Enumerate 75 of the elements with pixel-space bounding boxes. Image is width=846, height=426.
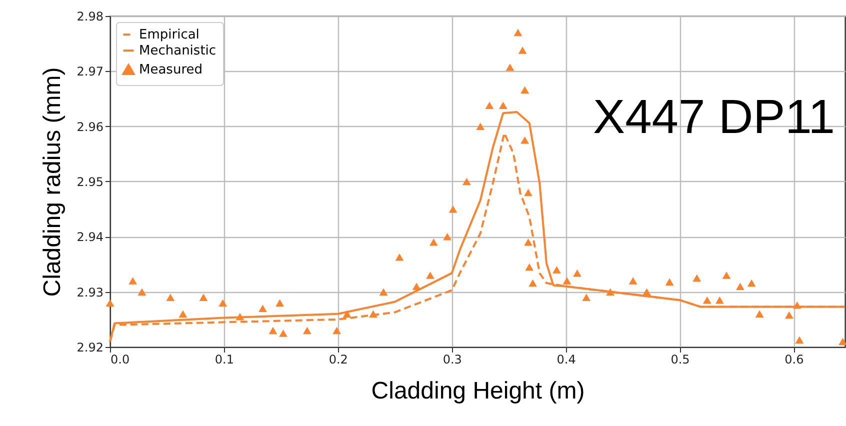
point (258, 304, 267, 312)
x-tick-label: 0.5 (670, 352, 690, 366)
point (792, 301, 802, 309)
point (412, 282, 421, 290)
point (628, 277, 638, 284)
point (498, 102, 508, 109)
point (379, 288, 388, 296)
point (279, 330, 288, 337)
point (476, 122, 485, 130)
y-axis-title: Cladding radius (mm) (38, 67, 66, 297)
point (573, 269, 582, 277)
point (268, 326, 278, 334)
point (106, 299, 114, 306)
point (426, 272, 434, 279)
x-tick-label: 0.1 (214, 352, 234, 366)
point (524, 188, 532, 196)
point (525, 263, 534, 271)
point (462, 178, 471, 186)
point (582, 294, 591, 301)
point (715, 296, 724, 304)
annotation: X447 DP11 (593, 91, 835, 144)
point (369, 310, 378, 318)
point (665, 278, 674, 286)
point (692, 274, 702, 282)
point (506, 64, 514, 71)
y-tick-label: 2.97 (76, 64, 104, 79)
point (838, 338, 846, 346)
legend-label: Measured (139, 62, 203, 78)
y-tick-label: 2.92 (76, 340, 104, 354)
point (448, 205, 458, 213)
point (218, 299, 227, 306)
point (518, 46, 527, 54)
y-tick-label: 2.93 (76, 285, 104, 300)
point (606, 288, 614, 296)
point (199, 294, 208, 301)
x-tick-label: 0.6 (784, 352, 804, 366)
x-axis-title: Cladding Height (m) (371, 378, 585, 404)
point (138, 288, 146, 296)
point (520, 86, 529, 94)
y-tick-label: 2.95 (76, 175, 104, 189)
x-tick-label: 0.4 (556, 352, 576, 366)
y-tick-label: 2.94 (76, 230, 104, 244)
point (642, 288, 651, 296)
point (429, 238, 438, 246)
legend-label: Empirical (139, 28, 200, 42)
point (236, 313, 244, 320)
point (552, 266, 561, 274)
point (342, 310, 352, 318)
point (302, 326, 312, 334)
point (795, 336, 804, 344)
point (755, 310, 764, 318)
point (443, 233, 452, 240)
legend-label: Mechanistic (139, 44, 216, 58)
point (276, 299, 284, 306)
point (722, 272, 731, 279)
point (784, 311, 794, 319)
point (736, 282, 744, 290)
x-tick-label: 0.3 (442, 352, 462, 366)
y-tick-label: 2.96 (76, 120, 104, 134)
point (702, 296, 712, 304)
point (332, 326, 341, 334)
point (562, 277, 572, 284)
point (747, 279, 756, 287)
point (128, 277, 137, 284)
point (520, 136, 529, 144)
point (528, 279, 537, 287)
x-tick-label: 0.2 (328, 352, 348, 366)
point (178, 310, 188, 318)
point (524, 238, 532, 246)
point (485, 102, 494, 109)
point (395, 253, 404, 261)
y-tick-label: 2.98 (76, 10, 104, 24)
x-tick-label: 0.0 (110, 352, 130, 366)
point (166, 294, 175, 301)
point (514, 28, 522, 36)
